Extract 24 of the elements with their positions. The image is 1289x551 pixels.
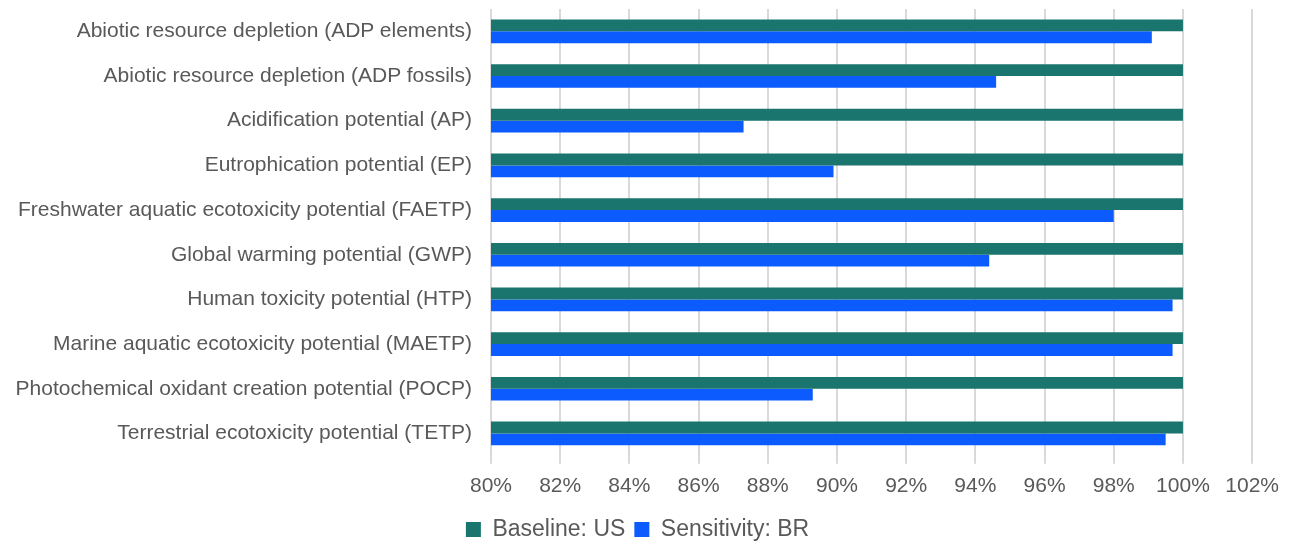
y-tick-label: Freshwater aquatic ecotoxicity potential (FAETP) <box>17 196 472 220</box>
x-tick-label: 92% <box>885 473 928 497</box>
y-tick-label: Acidification potential (AP) <box>226 107 472 131</box>
y-tick-label: Abiotic resource depletion (ADP elements) <box>76 18 472 42</box>
x-tick-label: 84% <box>608 473 651 497</box>
legend-label: Baseline: US <box>492 514 626 541</box>
x-tick-label: 90% <box>815 473 858 497</box>
x-tick-label: 96% <box>1023 473 1066 497</box>
legend-label: Sensitivity: BR <box>660 514 810 541</box>
x-tick-label: 94% <box>954 473 997 497</box>
x-tick-label: 98% <box>1092 473 1135 497</box>
y-tick-label: Abiotic resource depletion (ADP fossils) <box>103 62 472 86</box>
x-tick-label: 102% <box>1225 473 1279 497</box>
y-tick-label: Eutrophication potential (EP) <box>204 152 472 176</box>
y-tick-label: Marine aquatic ecotoxicity potential (MAETP) <box>52 330 472 354</box>
y-tick-label: Photochemical oxidant creation potential (POCP) <box>15 375 472 399</box>
y-tick-label: Global warming potential (GWP) <box>170 241 472 265</box>
x-tick-label: 88% <box>746 473 789 497</box>
y-tick-label: Terrestrial ecotoxicity potential (TETP) <box>117 420 472 444</box>
y-tick-label: Human toxicity potential (HTP) <box>187 286 472 310</box>
x-tick-label: 86% <box>677 473 720 497</box>
x-tick-label: 100% <box>1156 473 1210 497</box>
x-tick-label: 80% <box>469 473 513 497</box>
x-tick-label: 82% <box>539 473 582 497</box>
